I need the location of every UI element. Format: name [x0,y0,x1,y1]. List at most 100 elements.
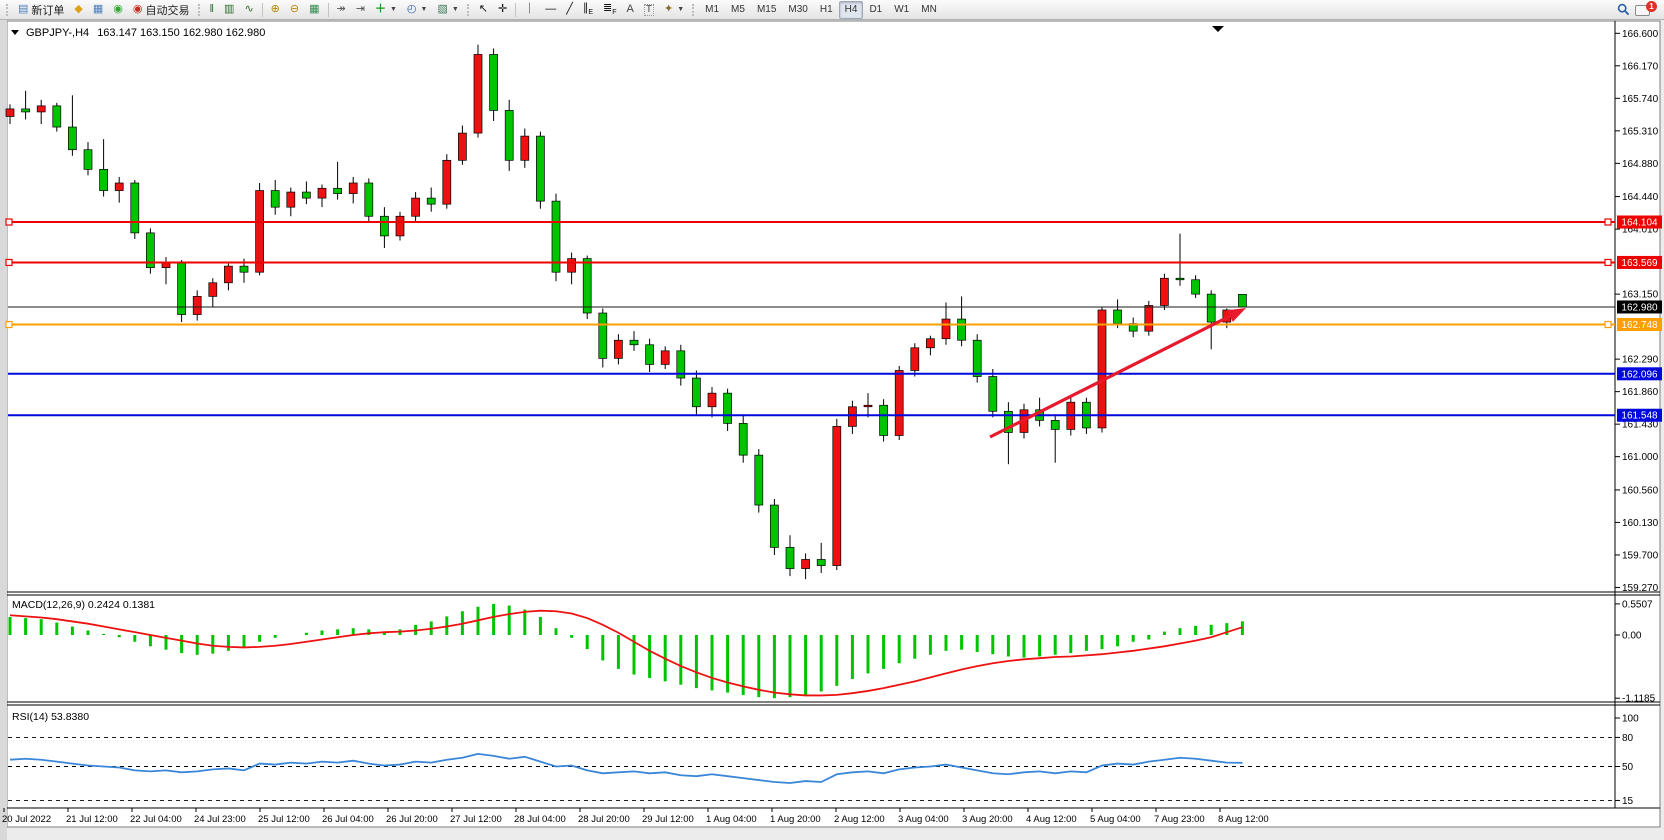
chart-window[interactable]: 166.600 166.170 165.740 165.310 164.880 164.4… [0,20,1664,840]
price-axis[interactable]: 166.600 166.170 165.740 165.310 164.880 164.4… [1615,29,1662,594]
indicators-button[interactable]: ＋ ▼ [370,1,402,19]
channel-icon: ∥E [582,1,594,17]
clock-icon: ◴ [406,3,417,15]
toolbar-grip [197,3,202,16]
chart-shift-button[interactable]: ⇥ [351,1,370,19]
zoom-out-button[interactable]: ⊖ [285,1,304,19]
timeframe-mn-button[interactable]: MN [921,4,937,15]
bar-chart-button[interactable]: ‖ [205,1,220,19]
svg-text:163.569: 163.569 [1621,258,1658,269]
gem-button[interactable]: ◆ [69,1,87,19]
svg-text:21 Jul 12:00: 21 Jul 12:00 [66,814,118,825]
svg-text:-1.1185: -1.1185 [1622,694,1656,705]
svg-text:164.104: 164.104 [1621,218,1658,229]
svg-text:25 Jul 12:00: 25 Jul 12:00 [258,814,310,825]
rsi-label: RSI(14) 53.8380 [12,711,89,723]
toolbar-separator [261,2,263,17]
signal-icon: ◉ [113,3,123,15]
indicators-add-icon: ＋ [374,3,386,15]
svg-text:26 Jul 20:00: 26 Jul 20:00 [386,814,438,825]
template-icon: ▧ [437,3,448,15]
text-tool-button[interactable]: A [622,1,639,19]
svg-text:161.860: 161.860 [1622,387,1659,398]
auto-scroll-icon: ↠ [336,3,346,15]
market-watch-icon: ▦ [92,3,104,15]
svg-text:164.010: 164.010 [1622,225,1659,236]
chart-canvas[interactable]: 166.600 166.170 165.740 165.310 164.880 164.4… [0,20,1664,840]
svg-text:164.880: 164.880 [1622,159,1659,170]
search-icon [1617,3,1630,16]
auto-trading-label: 自动交易 [145,4,190,17]
timeframe-w1-button[interactable]: W1 [894,4,910,15]
svg-text:22 Jul 04:00: 22 Jul 04:00 [130,814,182,825]
toolbar-separator [327,2,329,17]
channel-tool-button[interactable]: ∥E [578,1,598,19]
zoom-in-icon: ⊕ [270,3,280,15]
search-button[interactable] [1612,1,1635,19]
svg-text:28 Jul 20:00: 28 Jul 20:00 [578,814,630,825]
svg-text:20 Jul 2022: 20 Jul 2022 [2,814,51,825]
svg-text:162.096: 162.096 [1621,369,1658,380]
label-tool-button[interactable]: T [639,1,659,19]
text-label-icon: T [643,3,654,16]
periods-button[interactable]: ◴ ▼ [402,1,433,19]
notification-badge: 1 [1646,0,1657,12]
svg-text:29 Jul 12:00: 29 Jul 12:00 [642,814,694,825]
timeframe-m5-button[interactable]: M5 [731,4,745,15]
svg-text:80: 80 [1622,733,1634,744]
trend-arrow[interactable] [989,308,1246,439]
horizontal-lines[interactable] [5,218,1615,417]
chevron-down-icon: ▼ [389,6,397,13]
templates-button[interactable]: ▧ ▼ [432,1,463,19]
svg-text:160.130: 160.130 [1622,518,1659,529]
toolbar-separator [515,2,517,17]
chart-shift-marker [1212,26,1224,32]
svg-text:166.170: 166.170 [1622,61,1659,72]
candlestick-chart-button[interactable]: ▥ [219,1,239,19]
timeframe-h1-button[interactable]: H1 [819,4,833,15]
chevron-down-icon: ▼ [677,6,685,13]
vertical-line-tool-button[interactable]: ｜ [519,1,540,19]
chart-title: GBPJPY-,H4 163.147 163.150 162.980 162.98… [26,27,265,39]
svg-text:161.000: 161.000 [1622,452,1659,463]
signal-button[interactable]: ◉ [108,1,128,19]
svg-text:165.740: 165.740 [1622,94,1659,105]
toolbar-grip [466,3,471,16]
notifications-button[interactable]: 1 [1635,0,1657,18]
svg-text:162.748: 162.748 [1621,320,1658,331]
auto-trading-button[interactable]: ◉ 自动交易 [128,1,195,19]
svg-text:7 Aug 23:00: 7 Aug 23:00 [1154,814,1205,825]
trendline-tool-button[interactable]: ╱ [561,1,578,19]
tile-windows-button[interactable]: ▦ [304,1,324,19]
new-order-button[interactable]: ▤ 新订单 [13,1,69,19]
svg-text:1 Aug 04:00: 1 Aug 04:00 [706,814,757,825]
candlesticks [5,44,1247,580]
crosshair-tool-button[interactable]: ✛ [493,1,512,19]
timeframe-m30-button[interactable]: M30 [788,4,808,15]
svg-text:160.560: 160.560 [1622,485,1659,496]
svg-text:161.430: 161.430 [1622,420,1659,431]
svg-text:164.440: 164.440 [1622,192,1659,203]
cursor-tool-button[interactable]: ↖ [474,1,493,19]
auto-scroll-button[interactable]: ↠ [332,1,351,19]
timeframe-m1-button[interactable]: M1 [705,4,720,15]
zoom-in-button[interactable]: ⊕ [266,1,285,19]
timeframe-m15-button[interactable]: M15 [756,4,777,15]
svg-text:15: 15 [1622,796,1634,807]
line-chart-button[interactable]: ∿ [239,1,258,19]
timeframe-d1-button[interactable]: D1 [869,4,883,15]
tile-windows-icon: ▦ [309,3,320,15]
chart-labels: GBPJPY-,H4 163.147 163.150 162.980 162.98… [11,27,265,723]
time-axis[interactable]: 20 Jul 2022 21 Jul 12:00 22 Jul 04:00 24 Ju… [2,808,1269,825]
fibonacci-tool-button[interactable]: ≣F [598,1,622,19]
svg-text:27 Jul 12:00: 27 Jul 12:00 [450,814,502,825]
chevron-down-icon: ▼ [451,6,459,13]
timeframe-h4-button[interactable]: H4 [838,0,864,19]
auto-trading-icon: ◉ [132,3,143,15]
toolbar-grip [692,3,696,16]
market-watch-button[interactable]: ▦ [88,1,108,19]
svg-text:163.150: 163.150 [1622,290,1659,301]
horizontal-line-tool-button[interactable]: — [540,1,561,19]
shapes-tool-button[interactable]: ✦ ▼ [659,1,689,19]
chevron-down-icon: ▼ [420,6,428,13]
